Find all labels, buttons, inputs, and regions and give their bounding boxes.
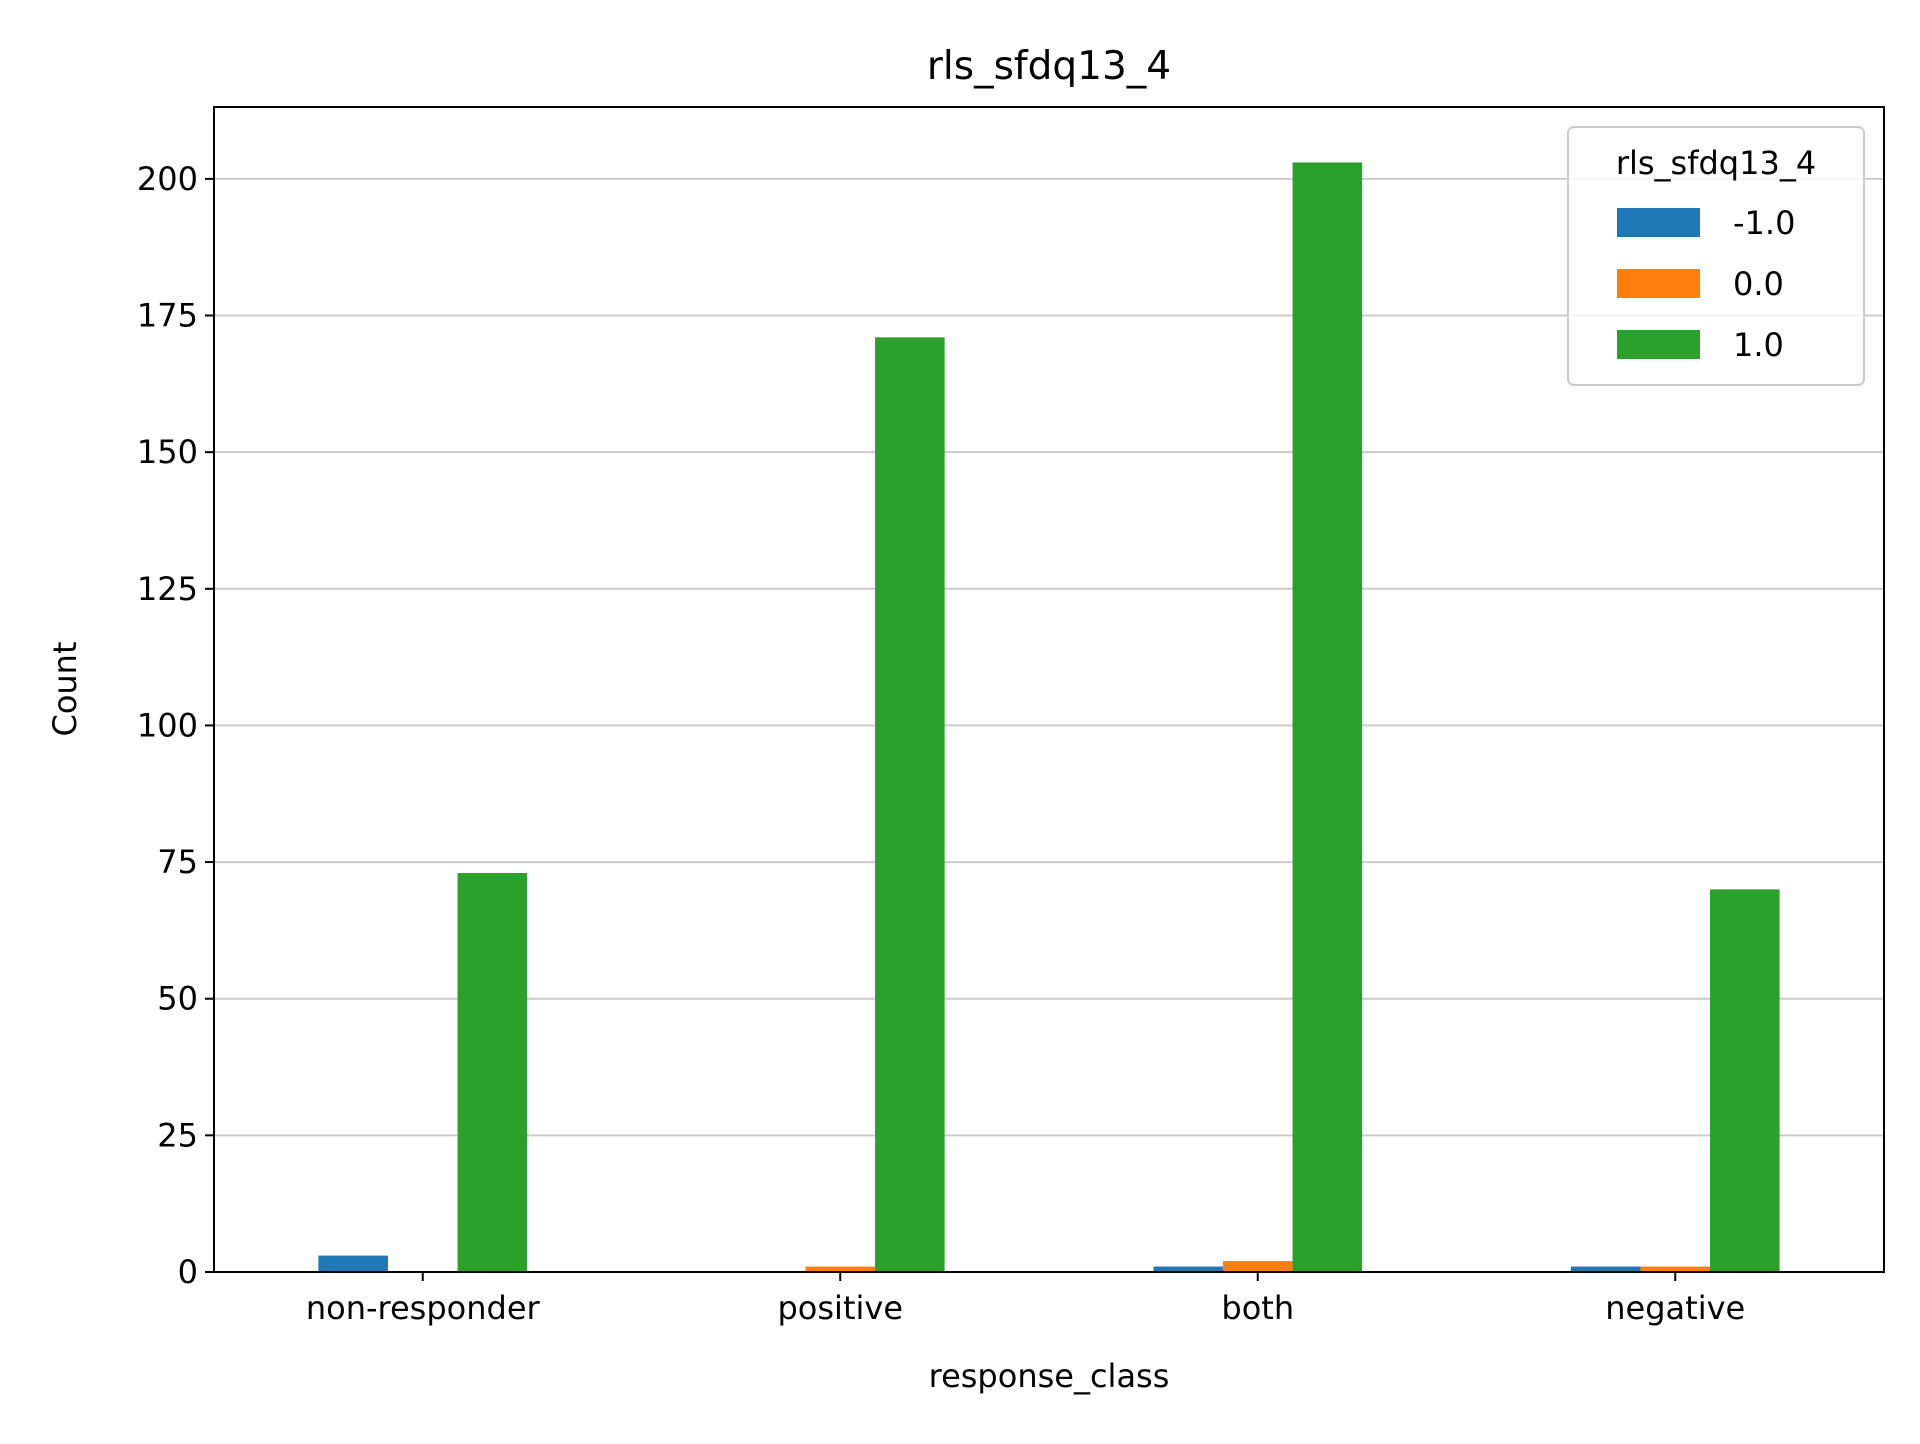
- y-tick-label: 0: [178, 1253, 198, 1291]
- legend-box: [1567, 126, 1865, 386]
- y-tick-label: 50: [157, 980, 198, 1018]
- chart-title: rls_sfdq13_4: [927, 44, 1171, 89]
- bar-both-series-0: [1153, 1266, 1223, 1272]
- legend-swatch: [1617, 269, 1700, 298]
- y-tick-label: 100: [137, 706, 198, 744]
- x-tick-label: positive: [777, 1289, 903, 1327]
- x-axis: non-responder positive both negative: [306, 1272, 1745, 1327]
- bar-negative-series-0: [1570, 1266, 1641, 1272]
- y-tick-label: 175: [137, 297, 198, 335]
- x-tick-label: both: [1221, 1289, 1294, 1327]
- plot-frame: [213, 106, 1885, 1273]
- bars: [318, 162, 1780, 1273]
- legend-label: 0.0: [1733, 265, 1784, 303]
- x-tick-label: non-responder: [306, 1289, 541, 1327]
- bar-positive-series-1: [805, 1266, 876, 1272]
- bar-non-responder-series-0: [318, 1255, 388, 1272]
- legend-label: 1.0: [1733, 326, 1784, 364]
- bar-negative-series-1: [1640, 1266, 1711, 1272]
- y-axis: 0 25 50 75 100 125 150 175 200: [137, 160, 214, 1291]
- legend-title: rls_sfdq13_4: [1616, 144, 1816, 182]
- legend-label: -1.0: [1733, 204, 1795, 242]
- x-axis-label: response_class: [929, 1357, 1170, 1395]
- bar-both-series-2: [1292, 162, 1363, 1272]
- legend: rls_sfdq13_4 -1.0 0.0 1.0: [1567, 126, 1865, 386]
- bar-non-responder-series-2: [457, 873, 528, 1272]
- y-tick-label: 125: [137, 570, 198, 608]
- y-tick-label: 25: [157, 1116, 198, 1154]
- x-tick-label: negative: [1605, 1289, 1745, 1327]
- y-axis-label: Count: [46, 641, 84, 736]
- y-tick-label: 75: [157, 843, 198, 881]
- legend-swatch: [1617, 330, 1700, 359]
- y-tick-label: 200: [137, 160, 198, 198]
- legend-entries: -1.0 0.0 1.0: [1617, 204, 1795, 364]
- y-tick-label: 150: [137, 433, 198, 471]
- bar-positive-series-2: [875, 337, 945, 1273]
- bar-both-series-1: [1222, 1261, 1293, 1272]
- bar-negative-series-2: [1710, 889, 1780, 1272]
- legend-swatch: [1617, 208, 1700, 237]
